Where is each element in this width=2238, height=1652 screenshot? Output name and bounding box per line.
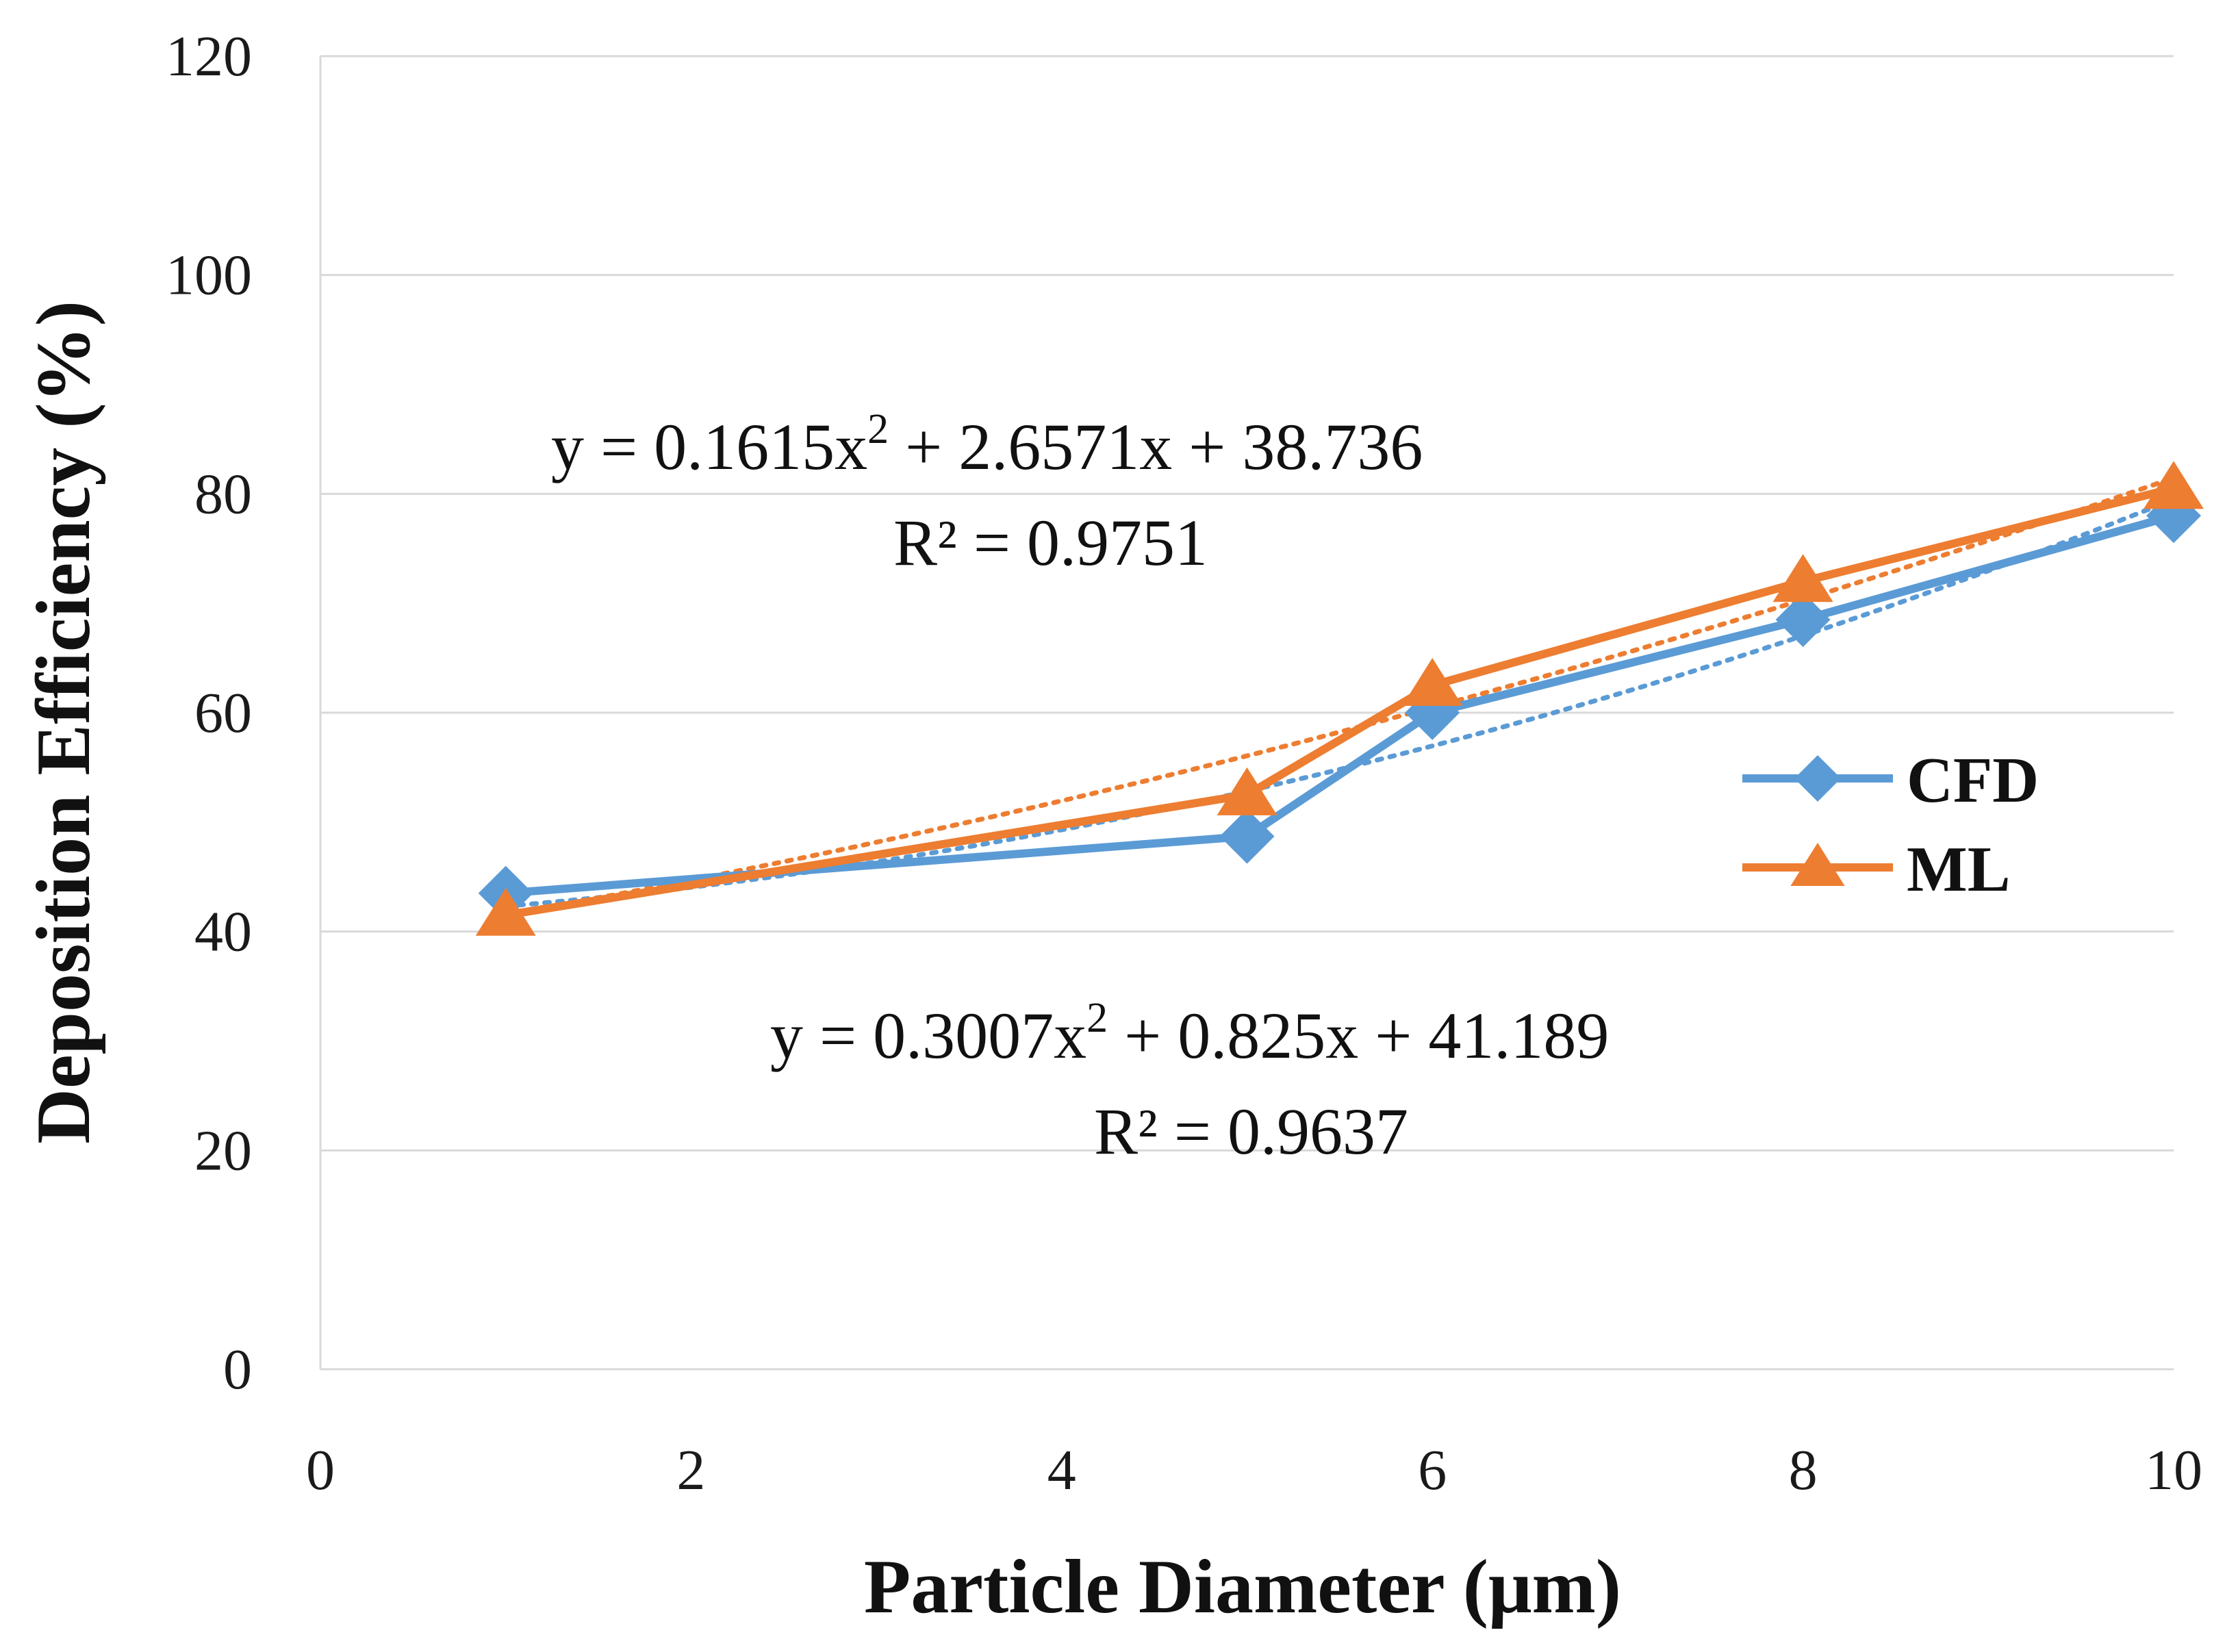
x-tick-label: 0 [306, 1438, 335, 1502]
x-axis-title: Particle Diameter (μm) [864, 1545, 1621, 1629]
legend: CFD ML [1742, 745, 2039, 905]
cfd-r-squared: R² = 0.9637 [1094, 1095, 1408, 1168]
x-tick-label: 4 [1047, 1438, 1076, 1502]
y-axis-title: Deposition Efficiency (%) [21, 301, 106, 1144]
ml-r-squared: R² = 0.9751 [893, 506, 1208, 579]
x-tick-label: 2 [676, 1438, 705, 1502]
y-tick-label: 120 [166, 25, 252, 88]
y-tick-label: 20 [194, 1119, 252, 1182]
y-tick-label: 60 [194, 681, 252, 745]
legend-label-cfd: CFD [1907, 745, 2039, 816]
series-lines [475, 461, 2204, 936]
y-tick-label: 100 [166, 244, 252, 307]
cfd-point [1775, 592, 1831, 648]
y-tick-labels: 0 20 40 60 80 100 120 [166, 25, 252, 1401]
legend-label-ml: ML [1907, 834, 2010, 905]
y-tick-label: 40 [194, 900, 252, 964]
x-tick-label: 8 [1789, 1438, 1818, 1502]
y-tick-label: 80 [194, 462, 252, 526]
x-tick-labels: 0 2 4 6 8 10 [306, 1438, 2202, 1502]
gridlines [319, 55, 2174, 1371]
x-tick-label: 10 [2145, 1438, 2202, 1502]
legend-marker-cfd [1794, 755, 1841, 802]
cfd-point [1219, 809, 1275, 864]
ml-point [1772, 554, 1833, 602]
ml-point [1217, 767, 1277, 815]
ml-point [475, 887, 536, 936]
y-tick-label: 0 [223, 1338, 252, 1401]
legend-marker-ml [1790, 843, 1845, 886]
ml-point [2144, 461, 2204, 509]
ml-trendline-equation: y = 0.1615x2 + 2.6571x + 38.736 [551, 406, 1423, 483]
x-tick-label: 6 [1418, 1438, 1447, 1502]
ml-trendline [503, 475, 2176, 917]
cfd-trendline-equation: y = 0.3007x2 + 0.825x + 41.189 [770, 995, 1609, 1072]
ml-point [1402, 658, 1463, 707]
